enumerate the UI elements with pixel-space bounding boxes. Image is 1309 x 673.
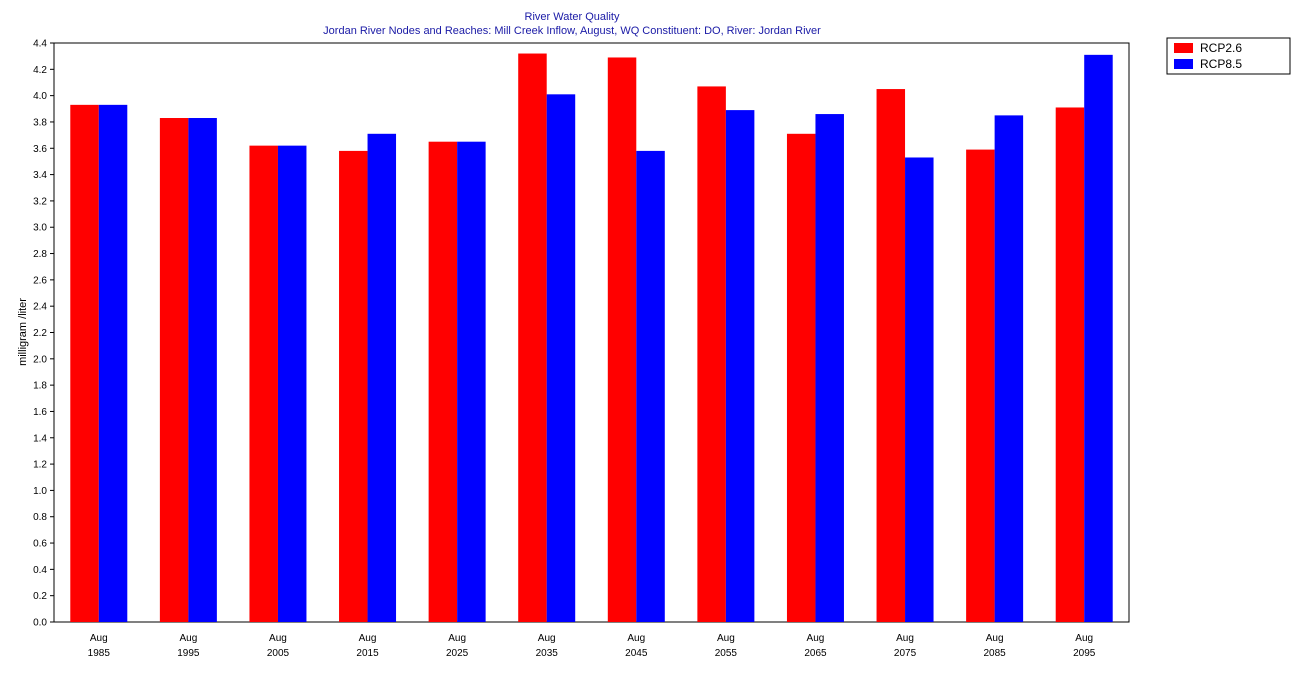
- y-tick-label: 4.2: [33, 65, 47, 76]
- bar-group: [70, 53, 1113, 623]
- x-tick-label-year: 2025: [446, 648, 469, 659]
- x-tick-label-year: 2055: [715, 648, 738, 659]
- x-tick-label-month: Aug: [1075, 633, 1093, 644]
- y-tick-label: 2.0: [33, 354, 47, 365]
- x-tick-label-month: Aug: [90, 633, 108, 644]
- bar-rcp85-2065[interactable]: [815, 114, 844, 623]
- y-tick-label: 1.6: [33, 407, 47, 418]
- bar-rcp85-2095[interactable]: [1084, 54, 1113, 622]
- y-tick-label: 1.8: [33, 381, 47, 392]
- y-axis: 0.0 0.2 0.4 0.6 0.8 1.0 1.2 1.4 1.6 1.8 2.0 2.2 2.4 2…: [33, 39, 54, 629]
- bar-rcp26-2095[interactable]: [1055, 107, 1085, 622]
- x-tick-label-month: Aug: [359, 633, 377, 644]
- y-tick-label: 2.8: [33, 249, 47, 260]
- x-tick-label-month: Aug: [179, 633, 197, 644]
- bar-rcp85-1995[interactable]: [188, 118, 217, 622]
- y-tick-label: 4.4: [33, 39, 47, 50]
- bar-rcp85-2005[interactable]: [277, 145, 307, 622]
- legend-label-rcp26: RCP2.6: [1200, 41, 1242, 55]
- bar-rcp26-2035[interactable]: [518, 53, 547, 622]
- y-tick-label: 3.6: [33, 144, 47, 155]
- bar-rcp26-2055[interactable]: [697, 86, 726, 623]
- x-tick-label-month: Aug: [627, 633, 645, 644]
- bar-rcp26-2065[interactable]: [786, 133, 816, 622]
- x-tick-label-month: Aug: [986, 633, 1004, 644]
- plot-area: 0.0 0.2 0.4 0.6 0.8 1.0 1.2 1.4 1.6 1.8 2.0 2.2 2.4 2…: [33, 39, 1130, 659]
- bar-rcp85-1985[interactable]: [98, 104, 128, 623]
- bar-rcp26-2005[interactable]: [249, 145, 278, 622]
- legend-label-rcp85: RCP8.5: [1200, 57, 1242, 71]
- bar-rcp26-2075[interactable]: [876, 89, 906, 622]
- bar-rcp85-2035[interactable]: [546, 94, 576, 623]
- y-tick-label: 4.0: [33, 91, 47, 102]
- legend[interactable]: RCP2.6 RCP8.5: [1166, 37, 1291, 75]
- x-tick-label-month: Aug: [896, 633, 914, 644]
- x-tick-label-year: 2085: [984, 648, 1007, 659]
- bar-rcp26-1995[interactable]: [159, 118, 189, 622]
- bar-rcp26-2045[interactable]: [607, 57, 637, 623]
- x-tick-label-year: 2005: [267, 648, 290, 659]
- x-tick-label-year: 2035: [536, 648, 559, 659]
- bar-rcp85-2025[interactable]: [457, 141, 486, 622]
- y-tick-label: 0.0: [33, 618, 47, 629]
- x-tick-label-year: 1985: [88, 648, 111, 659]
- x-tick-label-year: 2045: [625, 648, 648, 659]
- bar-rcp85-2015[interactable]: [367, 133, 397, 622]
- x-tick-label-month: Aug: [807, 633, 825, 644]
- bar-rcp26-2015[interactable]: [339, 150, 368, 622]
- x-tick-label-month: Aug: [717, 633, 735, 644]
- bar-rcp26-2085[interactable]: [966, 149, 995, 623]
- x-tick-label-year: 2075: [894, 648, 917, 659]
- y-tick-label: 0.2: [33, 591, 47, 602]
- bar-rcp26-1985[interactable]: [70, 104, 99, 623]
- x-tick-label-month: Aug: [538, 633, 556, 644]
- bar-rcp85-2085[interactable]: [994, 115, 1024, 622]
- y-tick-label: 2.6: [33, 275, 47, 286]
- y-tick-label: 0.4: [33, 565, 47, 576]
- bar-rcp85-2045[interactable]: [636, 150, 665, 622]
- x-tick-label-year: 2015: [356, 648, 379, 659]
- bar-rcp85-2055[interactable]: [725, 110, 755, 623]
- bar-rcp26-2025[interactable]: [428, 141, 458, 622]
- y-tick-label: 1.2: [33, 460, 47, 471]
- y-tick-label: 0.6: [33, 539, 47, 550]
- chart-title: River Water Quality: [525, 11, 620, 23]
- legend-swatch-rcp85: [1174, 59, 1193, 69]
- x-tick-label-year: 1995: [177, 648, 200, 659]
- x-axis: Aug 1985 Aug 1995 Aug 2005 Aug 2015 Aug 2025 Aug 20…: [88, 633, 1096, 659]
- y-tick-label: 2.4: [33, 302, 47, 313]
- y-tick-label: 3.2: [33, 196, 47, 207]
- y-tick-label: 3.0: [33, 223, 47, 234]
- y-axis-label: milligram /liter: [17, 298, 29, 366]
- y-tick-label: 1.4: [33, 433, 47, 444]
- x-tick-label-month: Aug: [448, 633, 466, 644]
- bar-rcp85-2075[interactable]: [905, 157, 934, 623]
- y-tick-label: 1.0: [33, 486, 47, 497]
- y-tick-label: 2.2: [33, 328, 47, 339]
- legend-swatch-rcp26: [1174, 43, 1193, 53]
- x-tick-label-month: Aug: [269, 633, 287, 644]
- x-tick-label-year: 2095: [1073, 648, 1096, 659]
- y-tick-label: 3.4: [33, 170, 47, 181]
- y-tick-label: 0.8: [33, 512, 47, 523]
- x-tick-label-year: 2065: [804, 648, 827, 659]
- chart-subtitle: Jordan River Nodes and Reaches: Mill Cre…: [323, 25, 821, 37]
- y-tick-label: 3.8: [33, 117, 47, 128]
